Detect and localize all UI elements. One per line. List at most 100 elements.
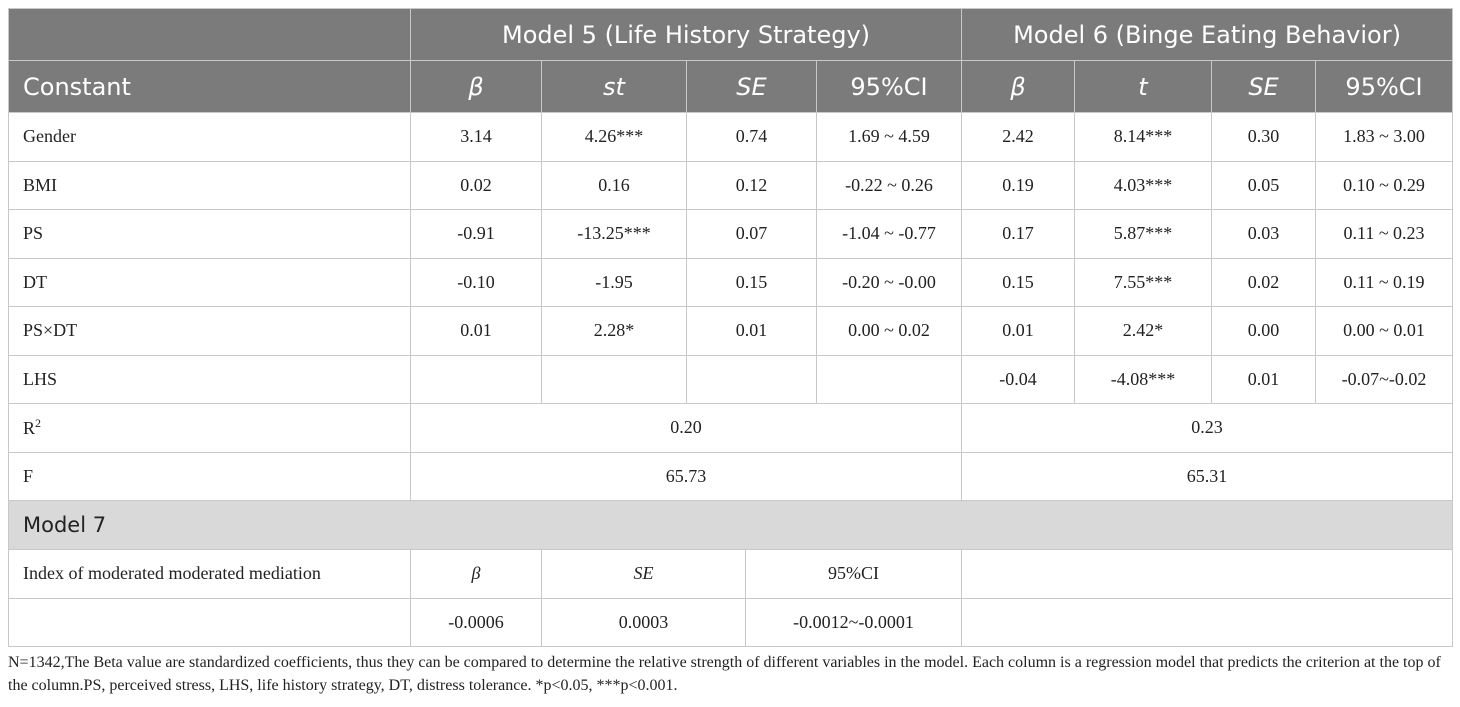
m5-ci <box>815 354 963 404</box>
m6-ci: -0.07~-0.02 <box>1315 354 1454 404</box>
table-row: BMI 0.02 0.16 0.12 -0.22 ~ 0.26 0.19 4.0… <box>8 160 1454 210</box>
model6-title: Model 6 (Binge Eating Behavior) <box>961 8 1454 61</box>
m5-se: 0.74 <box>686 112 817 162</box>
m6-ci: 1.83 ~ 3.00 <box>1315 112 1454 162</box>
m5-beta: 0.02 <box>410 160 542 210</box>
m5-se: 0.01 <box>686 306 817 356</box>
m5-beta: -0.91 <box>410 209 542 259</box>
m5-ci: 1.69 ~ 4.59 <box>815 112 963 162</box>
m6-r-squared: 0.23 <box>961 403 1454 453</box>
m5-st: 2.28* <box>541 306 687 356</box>
m7-beta-header: β <box>410 549 542 599</box>
row-label: PS×DT <box>8 306 411 356</box>
regression-table: Model 5 (Life History Strategy) Model 6 … <box>7 8 1454 647</box>
m7-ci-header: 95%CI <box>744 549 963 599</box>
m7-empty-cell <box>961 549 1454 599</box>
m6-se: 0.02 <box>1211 257 1317 307</box>
m6-se: 0.00 <box>1211 306 1317 356</box>
m5-r-squared: 0.20 <box>409 403 963 453</box>
m6-beta-header: β <box>961 60 1076 113</box>
m5-ci: -0.20 ~ -0.00 <box>815 257 963 307</box>
m5-se: 0.15 <box>686 257 817 307</box>
m5-st: -13.25*** <box>541 209 687 259</box>
model-header-row: Model 5 (Life History Strategy) Model 6 … <box>8 8 1454 61</box>
m5-st <box>541 354 687 404</box>
m7-se-header: SE <box>541 549 746 599</box>
table-row: PS×DT 0.01 2.28* 0.01 0.00 ~ 0.02 0.01 2… <box>8 306 1454 356</box>
m6-ci-header: 95%CI <box>1315 60 1454 113</box>
index-label: Index of moderated moderated mediation <box>8 549 411 599</box>
m5-ci-header: 95%CI <box>815 60 963 113</box>
row-label: BMI <box>8 160 411 210</box>
m5-beta-header: β <box>410 60 542 113</box>
r-squared-row: R2 0.20 0.23 <box>8 403 1454 453</box>
constant-header: Constant <box>8 60 411 113</box>
table-row: LHS -0.04 -4.08*** 0.01 -0.07~-0.02 <box>8 354 1454 404</box>
m6-ci: 0.11 ~ 0.23 <box>1315 209 1454 259</box>
m6-ci: 0.11 ~ 0.19 <box>1315 257 1454 307</box>
table-row: DT -0.10 -1.95 0.15 -0.20 ~ -0.00 0.15 7… <box>8 257 1454 307</box>
model7-header-row: Model 7 <box>7 500 1454 550</box>
model7-title: Model 7 <box>7 500 1454 550</box>
m6-se: 0.03 <box>1211 209 1317 259</box>
m6-t: 2.42* <box>1074 306 1213 356</box>
m5-st: -1.95 <box>541 257 687 307</box>
m5-ci: 0.00 ~ 0.02 <box>815 306 963 356</box>
m6-se: 0.01 <box>1211 354 1317 404</box>
m6-t: 4.03*** <box>1074 160 1213 210</box>
f-row: F 65.73 65.31 <box>8 451 1454 501</box>
m5-se: 0.07 <box>686 209 817 259</box>
model5-title: Model 5 (Life History Strategy) <box>409 8 963 61</box>
m5-f: 65.73 <box>409 451 963 501</box>
blank-header-cell <box>8 8 411 61</box>
m5-beta: 3.14 <box>410 112 542 162</box>
r-squared-superscript: 2 <box>35 416 42 431</box>
m7-empty-label <box>8 597 411 647</box>
m7-empty-cell <box>961 597 1454 647</box>
m7-se-value: 0.0003 <box>541 597 746 647</box>
m5-st-header: st <box>541 60 687 113</box>
m7-ci-value: -0.0012~-0.0001 <box>744 597 963 647</box>
m6-beta: 0.01 <box>961 306 1076 356</box>
m5-se: 0.12 <box>686 160 817 210</box>
m5-beta <box>410 354 542 404</box>
row-label: Gender <box>8 112 411 162</box>
m6-t-header: t <box>1074 60 1213 113</box>
m6-se: 0.05 <box>1211 160 1317 210</box>
m5-se-header: SE <box>686 60 817 113</box>
m6-beta: 0.15 <box>961 257 1076 307</box>
m6-ci: 0.00 ~ 0.01 <box>1315 306 1454 356</box>
m6-beta: 0.17 <box>961 209 1076 259</box>
r-squared-base: R <box>23 418 36 439</box>
m6-beta: 2.42 <box>961 112 1076 162</box>
m7-beta-value: -0.0006 <box>410 597 542 647</box>
m5-ci: -1.04 ~ -0.77 <box>815 209 963 259</box>
table-row: Gender 3.14 4.26*** 0.74 1.69 ~ 4.59 2.4… <box>8 112 1454 162</box>
m5-st: 0.16 <box>541 160 687 210</box>
m6-t: -4.08*** <box>1074 354 1213 404</box>
column-header-row: Constant β st SE 95%CI β t SE 95%CI <box>8 60 1454 113</box>
m5-beta: 0.01 <box>410 306 542 356</box>
m6-t: 8.14*** <box>1074 112 1213 162</box>
table-row: PS -0.91 -13.25*** 0.07 -1.04 ~ -0.77 0.… <box>8 209 1454 259</box>
model7-index-row: Index of moderated moderated mediation β… <box>8 549 1454 599</box>
m6-se: 0.30 <box>1211 112 1317 162</box>
model7-values-row: -0.0006 0.0003 -0.0012~-0.0001 <box>8 597 1454 647</box>
table-footnote: N=1342,The Beta value are standardized c… <box>8 654 1441 694</box>
m6-ci: 0.10 ~ 0.29 <box>1315 160 1454 210</box>
m5-beta: -0.10 <box>410 257 542 307</box>
row-label: LHS <box>8 354 411 404</box>
m6-t: 7.55*** <box>1074 257 1213 307</box>
f-label: F <box>8 451 411 501</box>
m5-ci: -0.22 ~ 0.26 <box>815 160 963 210</box>
row-label: DT <box>8 257 411 307</box>
m5-st: 4.26*** <box>541 112 687 162</box>
m6-beta: 0.19 <box>961 160 1076 210</box>
r-squared-label: R2 <box>8 403 411 453</box>
m5-se <box>686 354 817 404</box>
m6-t: 5.87*** <box>1074 209 1213 259</box>
row-label: PS <box>8 209 411 259</box>
m6-f: 65.31 <box>961 451 1454 501</box>
m6-se-header: SE <box>1211 60 1317 113</box>
m6-beta: -0.04 <box>961 354 1076 404</box>
